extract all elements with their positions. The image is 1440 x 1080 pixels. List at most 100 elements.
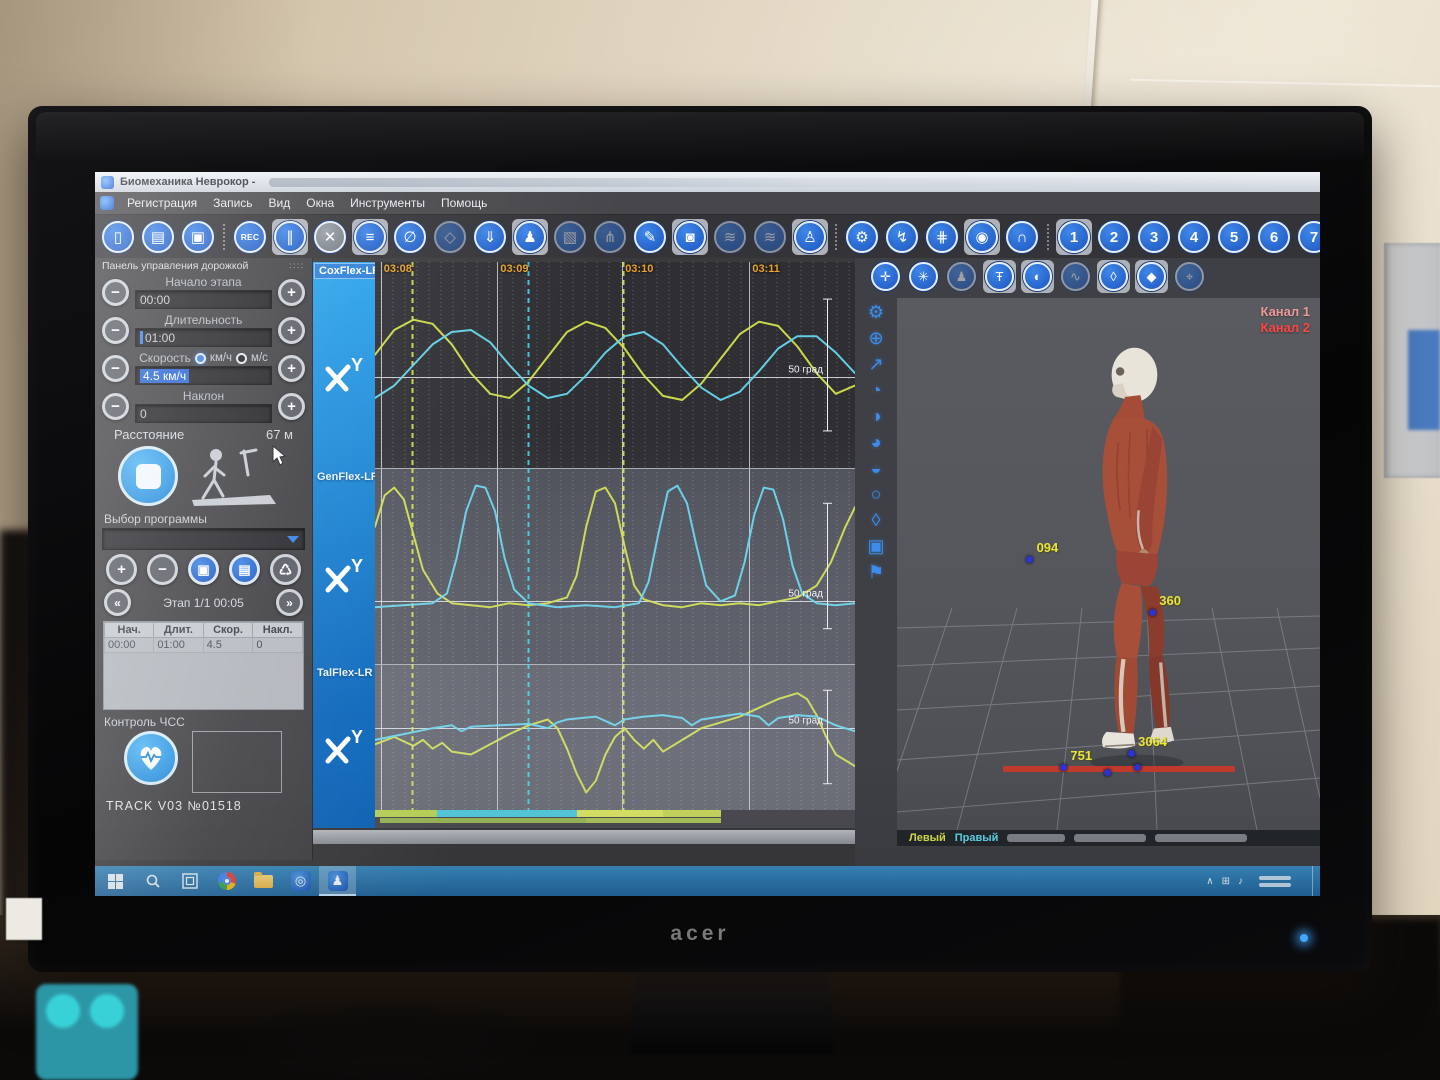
head-half-icon[interactable]: ◒ [870, 458, 882, 478]
flash-icon[interactable]: ↯ [884, 219, 920, 255]
stage-start-input[interactable]: 00:00 [135, 290, 272, 309]
pin-icon[interactable]: ✛ [869, 260, 902, 293]
export-save-icon[interactable]: ⇓ [472, 219, 508, 255]
duration-input[interactable]: 01:00 [135, 328, 272, 347]
speed-minus-button[interactable]: − [102, 354, 129, 382]
book-view-icon[interactable]: ▧ [552, 219, 588, 255]
incline-minus-button[interactable]: − [102, 392, 129, 420]
ski-walk-icon[interactable]: ♙ [792, 219, 828, 255]
taskbar-start-icon[interactable] [97, 866, 134, 896]
stage-start-plus-button[interactable]: + [278, 278, 305, 306]
sliders-icon[interactable]: ⋕ [924, 219, 960, 255]
channel-tab-talflex-lr[interactable]: TalFlex-LR [317, 667, 373, 679]
settings-gear-icon[interactable]: ⚙ [844, 219, 880, 255]
menu-item-3[interactable]: Вид [268, 196, 291, 210]
open-file-icon[interactable]: ▤ [140, 219, 176, 255]
skeleton-view-icon[interactable]: ◆ [1135, 260, 1168, 293]
window-menu-icon[interactable] [100, 196, 114, 210]
speed-input[interactable]: 4.5 км/ч [135, 366, 272, 385]
joints-view-icon[interactable]: ◊ [1097, 260, 1130, 293]
stage-next-button[interactable]: » [275, 589, 303, 616]
stop-icon[interactable]: ✕ [312, 219, 348, 255]
tray-icon[interactable]: ∧ [1206, 875, 1214, 887]
expand-view-icon[interactable]: ↗ [868, 354, 884, 374]
layers-icon[interactable]: ▣ [867, 536, 885, 556]
menu-item-2[interactable]: Запись [213, 196, 253, 210]
taskbar-app-generic-icon[interactable]: ◎ [282, 866, 319, 896]
taskbar-clock[interactable] [1259, 875, 1291, 887]
speed-unit-kmh-radio[interactable] [194, 352, 206, 364]
table-row[interactable]: 00:00 01:00 4.5 0 [103, 637, 303, 653]
menu-item-5[interactable]: Инструменты [350, 196, 425, 210]
video-camera-icon[interactable]: ◉ [964, 219, 1000, 255]
tray-icon[interactable]: ♪ [1238, 875, 1243, 887]
duration-plus-button[interactable]: + [278, 316, 305, 344]
lens-view-icon[interactable]: ◐ [1021, 260, 1054, 293]
preset-6-icon[interactable]: 6 [1256, 219, 1292, 255]
menu-item-1[interactable]: Регистрация [127, 196, 198, 210]
preset-7-icon[interactable]: 7 [1296, 219, 1320, 255]
show-desktop-button[interactable] [1312, 866, 1318, 896]
muscle-view-icon[interactable]: ∿ [1059, 260, 1092, 293]
tray-icon[interactable]: ⊞ [1221, 875, 1230, 887]
preset-3-icon[interactable]: 3 [1136, 219, 1172, 255]
new-file-icon[interactable]: ▯ [100, 219, 136, 255]
stage-start-minus-button[interactable]: − [102, 278, 129, 306]
gear-icon[interactable]: ⚙ [867, 302, 885, 322]
stage-prev-button[interactable]: « [104, 589, 131, 616]
panel-pin-icon[interactable]: ∷∷ [289, 260, 305, 271]
heart-rate-icon[interactable] [124, 731, 178, 785]
speed-plus-button[interactable]: + [278, 354, 305, 382]
menu-item-4[interactable]: Окна [306, 196, 335, 210]
portrait-card-icon[interactable]: ◙ [672, 219, 708, 255]
incline-plus-button[interactable]: + [278, 392, 305, 420]
menu-item-6[interactable]: Помощь [440, 196, 488, 210]
head-skin-icon[interactable]: ◔ [870, 380, 882, 400]
reset-view-icon[interactable]: ✳ [907, 260, 940, 293]
preset-4-icon[interactable]: 4 [1176, 219, 1212, 255]
pause-icon[interactable]: ∥ [272, 219, 308, 255]
taskbar-app-biomech-icon[interactable]: ♟ [319, 866, 356, 896]
zero-reset-icon[interactable]: ∅ [392, 219, 428, 255]
taskbar-task-view-icon[interactable] [171, 866, 208, 896]
preset-1-icon[interactable]: 1 [1056, 219, 1092, 255]
head-skull-icon[interactable]: ◕ [870, 432, 882, 452]
sound-wave-right-icon[interactable]: ≋ [752, 219, 788, 255]
channel-tab-genflex-lr[interactable]: GenFlex-LR [317, 471, 375, 483]
target-add-icon[interactable]: ⊕ [868, 328, 884, 348]
viewer-3d-viewport[interactable]: Канал 1 Канал 2 094 360 751 3064 [897, 298, 1320, 830]
walk-analysis-icon[interactable]: ♟ [512, 219, 548, 255]
program-save-button[interactable]: ▣ [188, 554, 219, 585]
speed-unit-ms-radio[interactable] [236, 352, 248, 364]
record-icon[interactable]: REC [232, 219, 268, 255]
spine-view-icon[interactable]: Ŧ [983, 260, 1016, 293]
polygon-view-icon[interactable]: ◊ [871, 510, 881, 530]
taskbar-search-icon[interactable] [134, 866, 171, 896]
mannequin-icon[interactable]: ♟ [945, 260, 978, 293]
stop-button[interactable] [118, 446, 178, 506]
incline-input[interactable]: 0 [135, 404, 272, 423]
taskbar-explorer-icon[interactable] [245, 866, 282, 896]
antenna-icon[interactable]: ⌖ [1173, 260, 1206, 293]
leg-traces-icon[interactable]: ⋔ [592, 219, 628, 255]
head-outline-icon[interactable]: ○ [870, 484, 882, 504]
preset-2-icon[interactable]: 2 [1096, 219, 1132, 255]
program-save-as-button[interactable]: ▤ [229, 554, 260, 585]
protocol-list-icon[interactable]: ≡ [352, 219, 388, 255]
cube-3d-icon[interactable]: ◇ [432, 219, 468, 255]
program-remove-button[interactable]: − [147, 554, 178, 585]
edit-pencil-icon[interactable]: ✎ [632, 219, 668, 255]
duration-minus-button[interactable]: − [102, 316, 129, 344]
program-delete-button[interactable]: ♺ [270, 554, 301, 585]
stop-icon [135, 463, 161, 489]
channel-tab-coxflex-lr[interactable]: CoxFlex-LR [314, 263, 375, 279]
figure-small-icon[interactable]: ⚑ [867, 562, 885, 582]
program-add-button[interactable]: + [106, 554, 137, 585]
preset-5-icon[interactable]: 5 [1216, 219, 1252, 255]
sound-wave-left-icon[interactable]: ≋ [712, 219, 748, 255]
head-muscle-icon[interactable]: ◑ [870, 406, 882, 426]
headset-icon[interactable]: ∩ [1004, 219, 1040, 255]
taskbar-chrome-icon[interactable] [208, 866, 245, 896]
save-icon[interactable]: ▣ [180, 219, 216, 255]
program-select-dropdown[interactable] [102, 528, 305, 550]
